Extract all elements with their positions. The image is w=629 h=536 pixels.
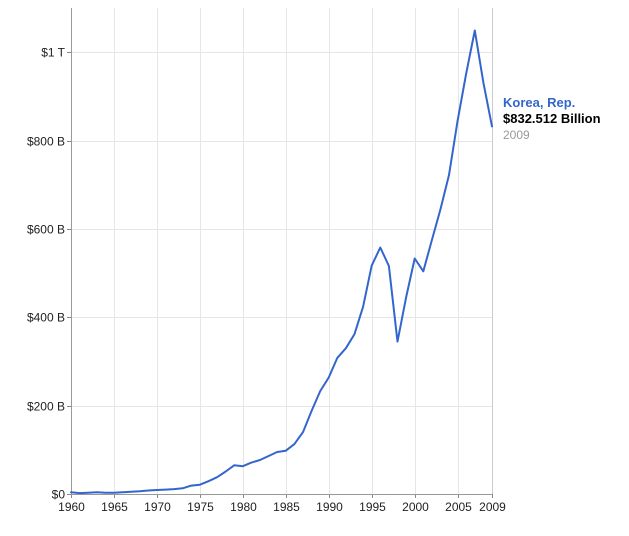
x-tick-label: 1970 bbox=[144, 500, 171, 514]
y-tick-label: $0 bbox=[52, 488, 66, 502]
axes bbox=[67, 8, 493, 498]
x-tick-label: 2009 bbox=[479, 500, 506, 514]
x-tick-label: 1960 bbox=[58, 500, 85, 514]
x-axis-tick-labels: 1960 1965 1970 1975 1980 1985 1990 1995 2000 2005… bbox=[58, 500, 506, 514]
x-tick-label: 1975 bbox=[187, 500, 214, 514]
series-line[interactable] bbox=[70, 29, 493, 495]
x-tick-label: 1990 bbox=[316, 500, 343, 514]
x-tick-label: 1985 bbox=[273, 500, 300, 514]
legend-series-name[interactable]: Korea, Rep. bbox=[503, 95, 576, 110]
y-tick-label: $1 T bbox=[41, 46, 65, 60]
x-tick-label: 2005 bbox=[445, 500, 472, 514]
x-tick-label: 1980 bbox=[230, 500, 257, 514]
y-tick-label: $400 B bbox=[27, 311, 65, 325]
x-tick-label: 2000 bbox=[402, 500, 429, 514]
series-korea bbox=[70, 29, 493, 495]
x-tick-label: 1995 bbox=[359, 500, 386, 514]
series-legend: Korea, Rep. $832.512 Billion 2009 bbox=[503, 95, 601, 143]
legend-series-value: $832.512 Billion bbox=[503, 111, 601, 126]
grid-lines bbox=[71, 8, 492, 494]
y-axis-tick-labels: $0 $200 B $400 B $600 B $800 B $1 T bbox=[27, 46, 66, 502]
y-tick-label: $800 B bbox=[27, 135, 65, 149]
y-tick-label: $200 B bbox=[27, 400, 65, 414]
x-tick-label: 1965 bbox=[101, 500, 128, 514]
y-tick-label: $600 B bbox=[27, 223, 65, 237]
legend-series-year: 2009 bbox=[503, 128, 530, 142]
